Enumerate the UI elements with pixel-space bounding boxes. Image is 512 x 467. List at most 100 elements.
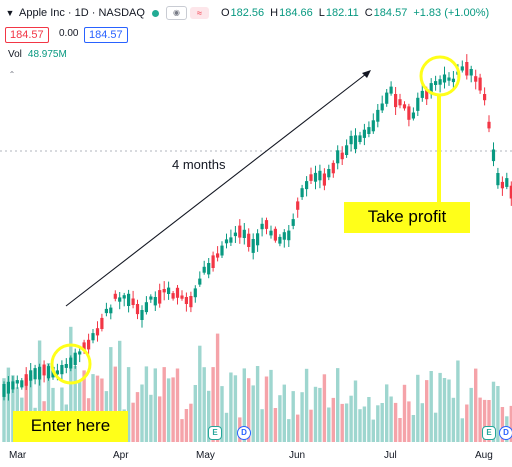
volume-bar [229, 372, 233, 442]
volume-bar [247, 378, 251, 442]
volume-bar [469, 387, 473, 442]
market-status-icon [151, 9, 159, 17]
candle [474, 76, 478, 82]
volume-bar [429, 371, 433, 442]
volume-bar [255, 366, 260, 442]
volume-bar [487, 400, 491, 442]
volume-bar [202, 367, 206, 442]
volume-bar [233, 375, 238, 442]
candle [345, 145, 349, 155]
candle [447, 77, 451, 81]
ohlc-high-key: H [270, 7, 279, 19]
candle [11, 381, 15, 390]
candle [6, 381, 10, 394]
volume-bar [82, 370, 86, 442]
volume-bar [358, 409, 362, 442]
take-profit-callout: Take profit [344, 202, 470, 233]
candle [229, 237, 233, 243]
candle [300, 188, 304, 198]
candle [131, 298, 135, 305]
trend-arrow-head [362, 70, 371, 78]
ohlc-close-value: 184.57 [373, 7, 408, 19]
ohlc-close-key: C [364, 7, 373, 19]
volume-bar [385, 384, 389, 442]
earnings-icon[interactable]: E [482, 426, 496, 440]
volume-bar [309, 409, 313, 442]
candle [500, 181, 504, 189]
volume-bar [175, 368, 180, 442]
candle [33, 368, 37, 380]
volume-bar [184, 409, 189, 442]
candle [69, 357, 73, 369]
volume-bar [269, 369, 273, 442]
exit-highlight-circle [419, 55, 461, 97]
ohlc-open-value: 182.56 [230, 7, 265, 19]
candle [402, 104, 407, 109]
candle [469, 69, 473, 76]
candle [60, 365, 64, 375]
candle [487, 121, 491, 129]
volume-bar [273, 408, 278, 442]
dividend-icon[interactable]: D [499, 426, 512, 440]
volume-bar [149, 394, 153, 442]
candle [389, 86, 393, 94]
candle [216, 253, 220, 258]
candle [162, 289, 166, 293]
trend-annotation-label: 4 months [172, 157, 226, 172]
candle [2, 384, 6, 397]
sell-button[interactable]: 184.57 [5, 27, 49, 43]
candle [376, 109, 380, 122]
volume-bar [340, 403, 344, 442]
candle [264, 220, 269, 229]
volume-bar [318, 387, 322, 442]
volume-bar [180, 419, 184, 442]
volume-bar [362, 406, 367, 442]
candle [362, 129, 366, 138]
candle [416, 97, 420, 111]
volume-bar [296, 414, 300, 442]
volume-bar [144, 366, 149, 442]
candle [442, 74, 447, 83]
candle [251, 239, 255, 253]
chevron-down-icon[interactable]: ▼ [5, 8, 15, 18]
candle [460, 66, 464, 71]
candle [144, 302, 148, 313]
candle [233, 232, 237, 237]
candle [211, 255, 215, 268]
earnings-icon[interactable]: E [208, 426, 222, 440]
candle [398, 99, 402, 106]
volume-bar [118, 340, 122, 442]
ohlc-low-value: 182.11 [325, 7, 359, 19]
wave-icon[interactable]: ≈ [189, 7, 209, 19]
dividend-icon[interactable]: D [237, 426, 251, 440]
volume-bar [166, 378, 171, 442]
candle [371, 120, 375, 132]
candle [322, 173, 326, 186]
buy-button[interactable]: 184.57 [84, 27, 128, 43]
candle [87, 339, 91, 350]
volume-bar [416, 374, 420, 442]
volume-bar [474, 368, 478, 442]
volume-bar [158, 396, 162, 442]
chevron-up-icon[interactable]: ⌃ [8, 70, 16, 79]
candle [55, 370, 59, 375]
candle [305, 181, 309, 190]
eye-icon[interactable]: ◉ [165, 6, 187, 20]
volume-bar [371, 419, 375, 442]
volume-bar [313, 386, 318, 442]
candle [158, 290, 162, 304]
candle [184, 297, 188, 304]
volume-bar [220, 386, 224, 442]
volume-bar [367, 397, 371, 442]
candle [434, 81, 438, 85]
candle [336, 150, 340, 164]
candle [175, 287, 180, 298]
x-axis-label-aug: Aug [475, 450, 493, 461]
volume-bar [500, 407, 505, 442]
volume-bar [402, 384, 407, 442]
volume-bar [327, 407, 331, 442]
symbol-title[interactable]: Apple Inc · 1D · NASDAQ [19, 7, 145, 19]
candle [425, 89, 429, 100]
